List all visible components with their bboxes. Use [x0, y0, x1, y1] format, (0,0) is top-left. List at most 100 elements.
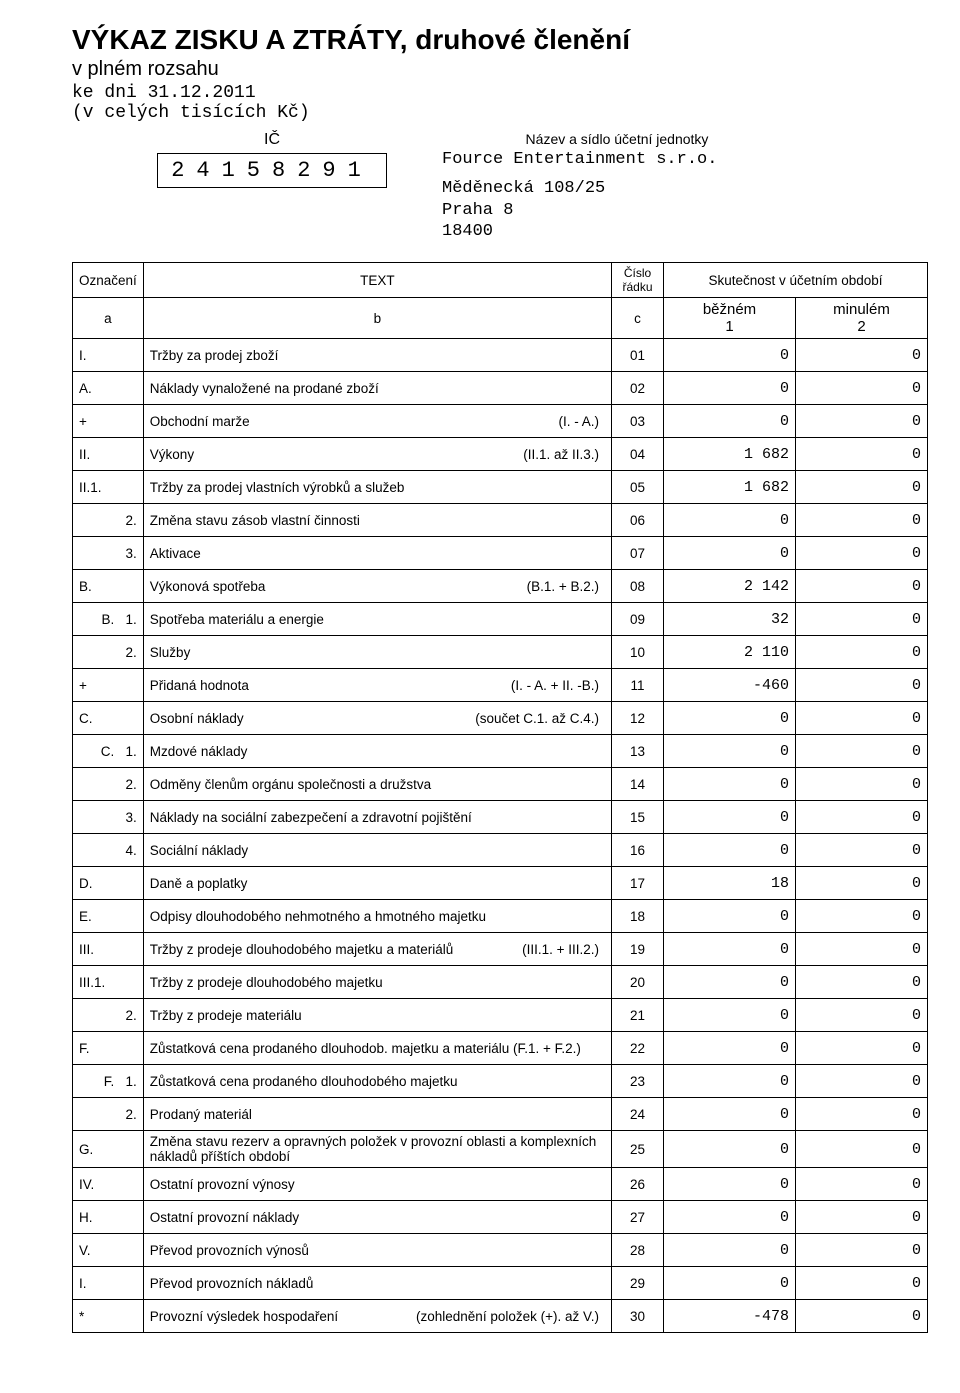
row-current: 0 [664, 999, 796, 1032]
date-value: 31.12.2011 [148, 83, 256, 103]
row-text-cell: Tržby za prodej zboží [143, 339, 611, 372]
row-mark: 2. [73, 1098, 144, 1131]
row-num: 18 [612, 900, 664, 933]
row-prev: 0 [796, 867, 928, 900]
row-current: 0 [664, 1234, 796, 1267]
row-current: 0 [664, 339, 796, 372]
row-num: 01 [612, 339, 664, 372]
row-text: Náklady vynaložené na prodané zboží [150, 381, 379, 396]
row-num: 16 [612, 834, 664, 867]
row-current: 0 [664, 1131, 796, 1168]
row-text-cell: Ostatní provozní náklady [143, 1201, 611, 1234]
row-mark: + [73, 669, 144, 702]
row-current: 0 [664, 1168, 796, 1201]
row-mark: III. [73, 933, 144, 966]
row-text-cell: Náklady vynaložené na prodané zboží [143, 372, 611, 405]
row-num: 06 [612, 504, 664, 537]
row-extra: (I. - A. + II. -B.) [511, 678, 605, 693]
row-mark: E. [73, 900, 144, 933]
row-num: 04 [612, 438, 664, 471]
ic-block: IČ 24158291 [132, 131, 412, 188]
hdr-text: TEXT [143, 263, 611, 298]
table-row: +Obchodní marže(I. - A.)0300 [73, 405, 928, 438]
row-text: Prodaný materiál [150, 1107, 252, 1122]
row-text: Zůstatková cena prodaného dlouhodobého m… [150, 1074, 458, 1089]
table-row: 3.Aktivace0700 [73, 537, 928, 570]
entity-addr3: 18400 [442, 221, 792, 242]
row-text-cell: Výkony(II.1. až II.3.) [143, 438, 611, 471]
table-row: 3.Náklady na sociální zabezpečení a zdra… [73, 801, 928, 834]
table-row: 2.Prodaný materiál2400 [73, 1098, 928, 1131]
row-current: 1 682 [664, 471, 796, 504]
row-num: 29 [612, 1267, 664, 1300]
row-current: 0 [664, 1065, 796, 1098]
table-row: 4.Sociální náklady1600 [73, 834, 928, 867]
row-current: 0 [664, 1098, 796, 1131]
table-row: IV.Ostatní provozní výnosy2600 [73, 1168, 928, 1201]
hdr-current-n: 1 [725, 318, 733, 335]
row-text: Ostatní provozní náklady [150, 1210, 299, 1225]
row-text: Přidaná hodnota [150, 678, 249, 693]
row-current: 0 [664, 735, 796, 768]
row-text: Tržby z prodeje materiálu [150, 1008, 302, 1023]
row-mark: + [73, 405, 144, 438]
row-extra: (součet C.1. až C.4.) [475, 711, 605, 726]
hdr-a: a [73, 298, 144, 339]
row-mark: II. [73, 438, 144, 471]
row-current: 0 [664, 1032, 796, 1065]
row-prev: 0 [796, 537, 928, 570]
row-text: Ostatní provozní výnosy [150, 1177, 295, 1192]
row-prev: 0 [796, 1065, 928, 1098]
row-text-cell: Sociální náklady [143, 834, 611, 867]
row-current: 0 [664, 405, 796, 438]
row-num: 30 [612, 1300, 664, 1333]
row-mark: B. 1. [73, 603, 144, 636]
row-num: 08 [612, 570, 664, 603]
table-row: I.Převod provozních nákladů2900 [73, 1267, 928, 1300]
row-mark: IV. [73, 1168, 144, 1201]
row-text: Obchodní marže [150, 414, 250, 429]
row-mark: 2. [73, 504, 144, 537]
row-num: 23 [612, 1065, 664, 1098]
row-mark: A. [73, 372, 144, 405]
row-text-cell: Tržby z prodeje dlouhodobého majetku a m… [143, 933, 611, 966]
row-num: 13 [612, 735, 664, 768]
table-row: H.Ostatní provozní náklady2700 [73, 1201, 928, 1234]
table-row: III.1.Tržby z prodeje dlouhodobého majet… [73, 966, 928, 999]
row-num: 03 [612, 405, 664, 438]
row-current: 0 [664, 801, 796, 834]
row-text: Převod provozních výnosů [150, 1243, 309, 1258]
table-row: *Provozní výsledek hospodaření(zohledněn… [73, 1300, 928, 1333]
row-mark: 2. [73, 768, 144, 801]
row-prev: 0 [796, 603, 928, 636]
doc-subtitle: v plném rozsahu [72, 58, 928, 81]
row-num: 11 [612, 669, 664, 702]
entity-block: Název a sídlo účetní jednotky Fource Ent… [442, 131, 792, 242]
row-current: 0 [664, 1201, 796, 1234]
row-num: 05 [612, 471, 664, 504]
row-text: Zůstatková cena prodaného dlouhodob. maj… [150, 1041, 581, 1056]
row-mark: F. [73, 1032, 144, 1065]
row-prev: 0 [796, 405, 928, 438]
row-current: 0 [664, 768, 796, 801]
row-text: Služby [150, 645, 191, 660]
row-current: 0 [664, 1267, 796, 1300]
row-num: 27 [612, 1201, 664, 1234]
row-text: Výkonová spotřeba [150, 579, 266, 594]
row-num: 17 [612, 867, 664, 900]
header-block: IČ 24158291 Název a sídlo účetní jednotk… [72, 131, 928, 242]
row-mark: II.1. [73, 471, 144, 504]
row-prev: 0 [796, 1131, 928, 1168]
hdr-prev-n: 2 [857, 318, 865, 335]
doc-title: VÝKAZ ZISKU A ZTRÁTY, druhové členění [72, 24, 928, 56]
row-num: 22 [612, 1032, 664, 1065]
units-line: (v celých tisících Kč) [72, 103, 928, 123]
page: VÝKAZ ZISKU A ZTRÁTY, druhové členění v … [0, 0, 960, 1357]
row-text-cell: Přidaná hodnota (I. - A. + II. -B.) [143, 669, 611, 702]
row-num: 28 [612, 1234, 664, 1267]
row-prev: 0 [796, 1267, 928, 1300]
row-extra: (III.1. + III.2.) [522, 942, 605, 957]
row-text-cell: Tržby za prodej vlastních výrobků a služ… [143, 471, 611, 504]
row-mark: I. [73, 339, 144, 372]
row-text-cell: Daně a poplatky [143, 867, 611, 900]
